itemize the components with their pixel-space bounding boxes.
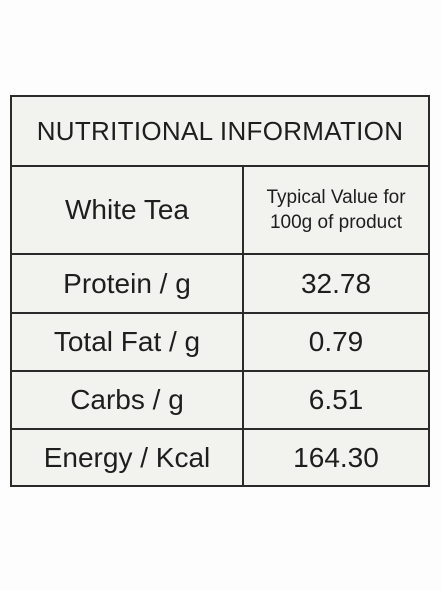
product-name: White Tea: [65, 194, 189, 225]
nutrient-name: Total Fat / g: [53, 326, 201, 357]
nutrient-value: 164.30: [293, 441, 379, 473]
nutrient-value: 32.78: [300, 267, 372, 299]
rule: [12, 253, 428, 255]
nutrient-value: 0.79: [308, 326, 364, 357]
value-header-line: Typical Value for: [266, 187, 406, 208]
rule: [12, 312, 428, 314]
nutrient-name: Carbs / g: [70, 384, 184, 415]
rule: [12, 165, 428, 167]
nutrient-name: Protein / g: [63, 267, 191, 299]
column-rule: [242, 165, 244, 485]
rule: [12, 370, 428, 372]
value-header: Typical Value for 100g of product: [244, 167, 428, 253]
value-header-line: 100g of product: [269, 212, 403, 233]
nutrition-table: NUTRITIONAL INFORMATION White Tea Typica…: [10, 95, 430, 487]
nutrient-name: Energy / Kcal: [43, 441, 211, 473]
rule: [12, 428, 428, 430]
table-title: NUTRITIONAL INFORMATION: [36, 115, 404, 146]
nutrient-value: 6.51: [308, 384, 364, 415]
